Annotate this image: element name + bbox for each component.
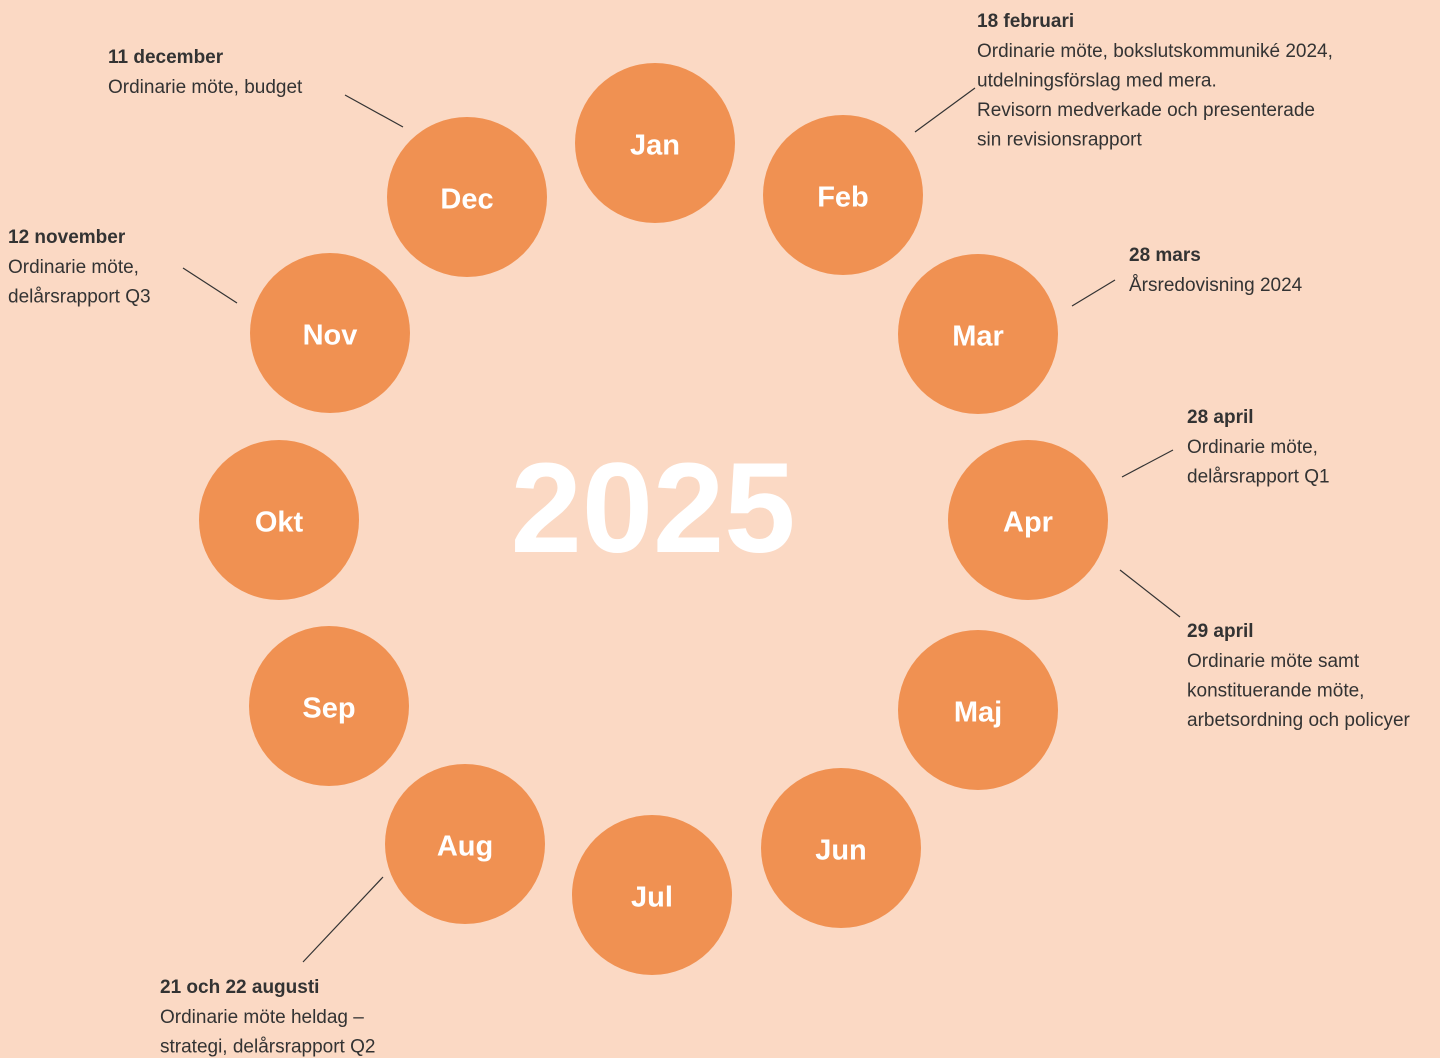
- annotation-title: 11 december: [108, 47, 224, 68]
- connector: [344, 94, 404, 128]
- annotation-text: konstituerande möte,: [1187, 681, 1364, 702]
- annotation-text: utdelningsförslag med mera.: [977, 71, 1217, 92]
- annotation-title: 18 februari: [977, 11, 1074, 32]
- annotation-text: delårsrapport Q3: [8, 287, 151, 308]
- annotation-title: 21 och 22 augusti: [160, 977, 319, 998]
- month-circle: [385, 764, 545, 924]
- month-label: Jan: [630, 130, 680, 162]
- annotation-text: Ordinarie möte heldag –: [160, 1007, 364, 1028]
- month-label: Okt: [255, 507, 304, 539]
- month-label: Maj: [954, 697, 1002, 729]
- month-circle: [761, 768, 921, 928]
- connector: [1071, 279, 1116, 307]
- annotation-text: delårsrapport Q1: [1187, 467, 1330, 488]
- month-label: Dec: [440, 184, 493, 216]
- month-circle: [199, 440, 359, 600]
- annotation-text: arbetsordning och policyer: [1187, 710, 1411, 731]
- month-circle: [387, 117, 547, 277]
- month-circle: [898, 630, 1058, 790]
- annotation-text: Revisorn medverkade och presenterade: [977, 100, 1315, 121]
- month-circle: [249, 626, 409, 786]
- annotation-text: Ordinarie möte, budget: [108, 77, 303, 98]
- month-circle: [948, 440, 1108, 600]
- connector: [302, 876, 384, 963]
- annotation-title: 12 november: [8, 227, 126, 248]
- month-circle: [575, 63, 735, 223]
- month-label: Apr: [1003, 507, 1053, 539]
- connector: [1121, 449, 1174, 478]
- month-circle: [572, 815, 732, 975]
- month-circle: [898, 254, 1058, 414]
- annotation-title: 29 april: [1187, 621, 1254, 642]
- annotation-title: 28 april: [1187, 407, 1254, 428]
- annotation-title: 28 mars: [1129, 245, 1201, 266]
- month-circle: [763, 115, 923, 275]
- annotation-text: Ordinarie möte,: [1187, 437, 1318, 458]
- month-circle: [250, 253, 410, 413]
- month-label: Aug: [437, 831, 493, 863]
- connector: [182, 267, 238, 304]
- connector: [1119, 569, 1181, 618]
- annotation-text: Ordinarie möte samt: [1187, 651, 1360, 672]
- annotation-text: Ordinarie möte,: [8, 257, 139, 278]
- month-label: Feb: [817, 182, 869, 214]
- month-label: Jun: [815, 835, 867, 867]
- year: 2025: [511, 437, 796, 580]
- connector: [914, 87, 976, 133]
- month-label: Nov: [303, 320, 358, 352]
- annotation-text: sin revisionsrapport: [977, 130, 1142, 151]
- month-label: Mar: [952, 321, 1004, 353]
- month-label: Sep: [302, 693, 355, 725]
- annotation-text: Årsredovisning 2024: [1129, 275, 1303, 296]
- month-label: Jul: [631, 882, 673, 914]
- annotation-text: strategi, delårsrapport Q2: [160, 1037, 375, 1058]
- annotation-text: Ordinarie möte, bokslutskommuniké 2024,: [977, 41, 1333, 62]
